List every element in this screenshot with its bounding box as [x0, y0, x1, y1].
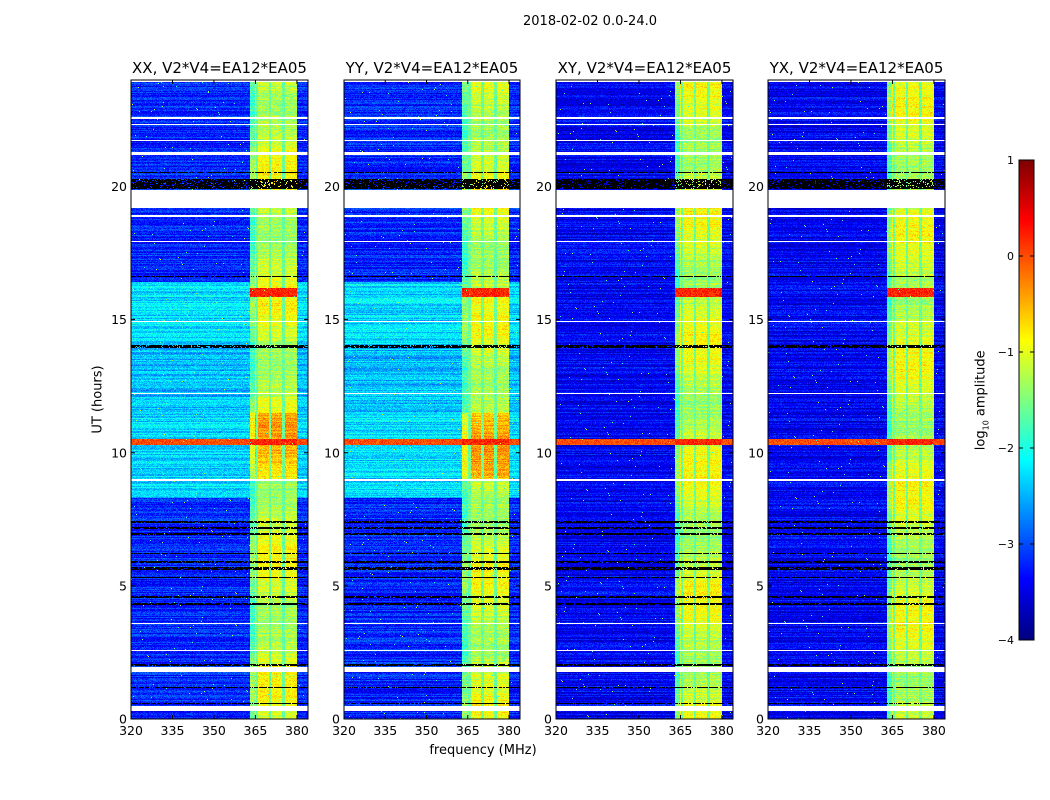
panel-frame	[343, 79, 521, 720]
colorbar-tick-label: 1	[1007, 154, 1014, 167]
y-tick-label: 10	[324, 445, 340, 460]
x-tick-label: 365	[244, 723, 268, 738]
figure-title: 2018-02-02 0.0-24.0	[523, 14, 657, 29]
x-tick-label: 365	[881, 723, 905, 738]
x-tick-label: 380	[710, 723, 734, 738]
x-tick-label: 320	[119, 723, 143, 738]
colorbar-tick-label: −1	[998, 346, 1014, 359]
x-tick-label: 320	[544, 723, 568, 738]
y-tick-label: 20	[536, 179, 552, 194]
x-tick-label: 335	[586, 723, 610, 738]
x-tick-label: 335	[798, 723, 822, 738]
x-tick-label: 350	[627, 723, 651, 738]
y-tick-label: 10	[536, 445, 552, 460]
colorbar-label-tail: amplitude	[973, 350, 989, 421]
y-axis-label: UT (hours)	[90, 365, 106, 434]
panel-title: XX, V2*V4=EA12*EA05	[132, 59, 307, 77]
y-tick-label: 5	[544, 578, 552, 593]
heatmap-yy	[344, 80, 520, 719]
x-tick-label: 320	[332, 723, 356, 738]
y-tick-label: 5	[756, 578, 764, 593]
colorbar	[1019, 160, 1034, 640]
y-tick-label: 10	[111, 445, 127, 460]
x-tick-label: 380	[285, 723, 309, 738]
y-tick-label: 15	[748, 312, 764, 327]
x-tick-label: 320	[756, 723, 780, 738]
x-tick-label: 350	[415, 723, 439, 738]
colorbar-frame	[1018, 159, 1035, 641]
colorbar-label-main: log	[973, 430, 989, 451]
y-tick-label: 10	[748, 445, 764, 460]
x-tick-label: 335	[373, 723, 397, 738]
panel-title: XY, V2*V4=EA12*EA05	[558, 59, 732, 77]
colorbar-label-sub: 10	[981, 420, 991, 431]
y-tick-label: 0	[756, 712, 764, 727]
x-tick-label: 380	[922, 723, 946, 738]
y-tick-label: 0	[544, 712, 552, 727]
y-tick-label: 15	[111, 312, 127, 327]
colorbar-tick-label: −2	[998, 442, 1014, 455]
x-tick-label: 365	[669, 723, 693, 738]
colorbar-tick-label: −3	[998, 538, 1014, 551]
y-tick-label: 0	[332, 712, 340, 727]
heatmap-yx	[768, 80, 945, 719]
x-tick-label: 350	[839, 723, 863, 738]
panel-frame	[767, 79, 946, 720]
colorbar-label: log10 amplitude	[974, 340, 991, 460]
x-tick-label: 335	[161, 723, 185, 738]
heatmap-xx	[131, 80, 308, 719]
y-tick-label: 20	[748, 179, 764, 194]
y-tick-label: 15	[324, 312, 340, 327]
x-axis-label: frequency (MHz)	[429, 743, 537, 758]
y-tick-label: 5	[119, 578, 127, 593]
y-tick-label: 20	[324, 179, 340, 194]
y-tick-label: 0	[119, 712, 127, 727]
heatmap-xy	[556, 80, 733, 719]
x-tick-label: 350	[202, 723, 226, 738]
y-tick-label: 15	[536, 312, 552, 327]
panel-frame	[130, 79, 309, 720]
x-tick-label: 365	[456, 723, 480, 738]
x-tick-label: 380	[497, 723, 521, 738]
colorbar-tick-label: 0	[1007, 250, 1014, 263]
panel-title: YX, V2*V4=EA12*EA05	[769, 59, 944, 77]
panel-title: YY, V2*V4=EA12*EA05	[345, 59, 519, 77]
panel-frame	[555, 79, 734, 720]
y-tick-label: 20	[111, 179, 127, 194]
colorbar-tick-label: −4	[998, 634, 1014, 647]
y-tick-label: 5	[332, 578, 340, 593]
